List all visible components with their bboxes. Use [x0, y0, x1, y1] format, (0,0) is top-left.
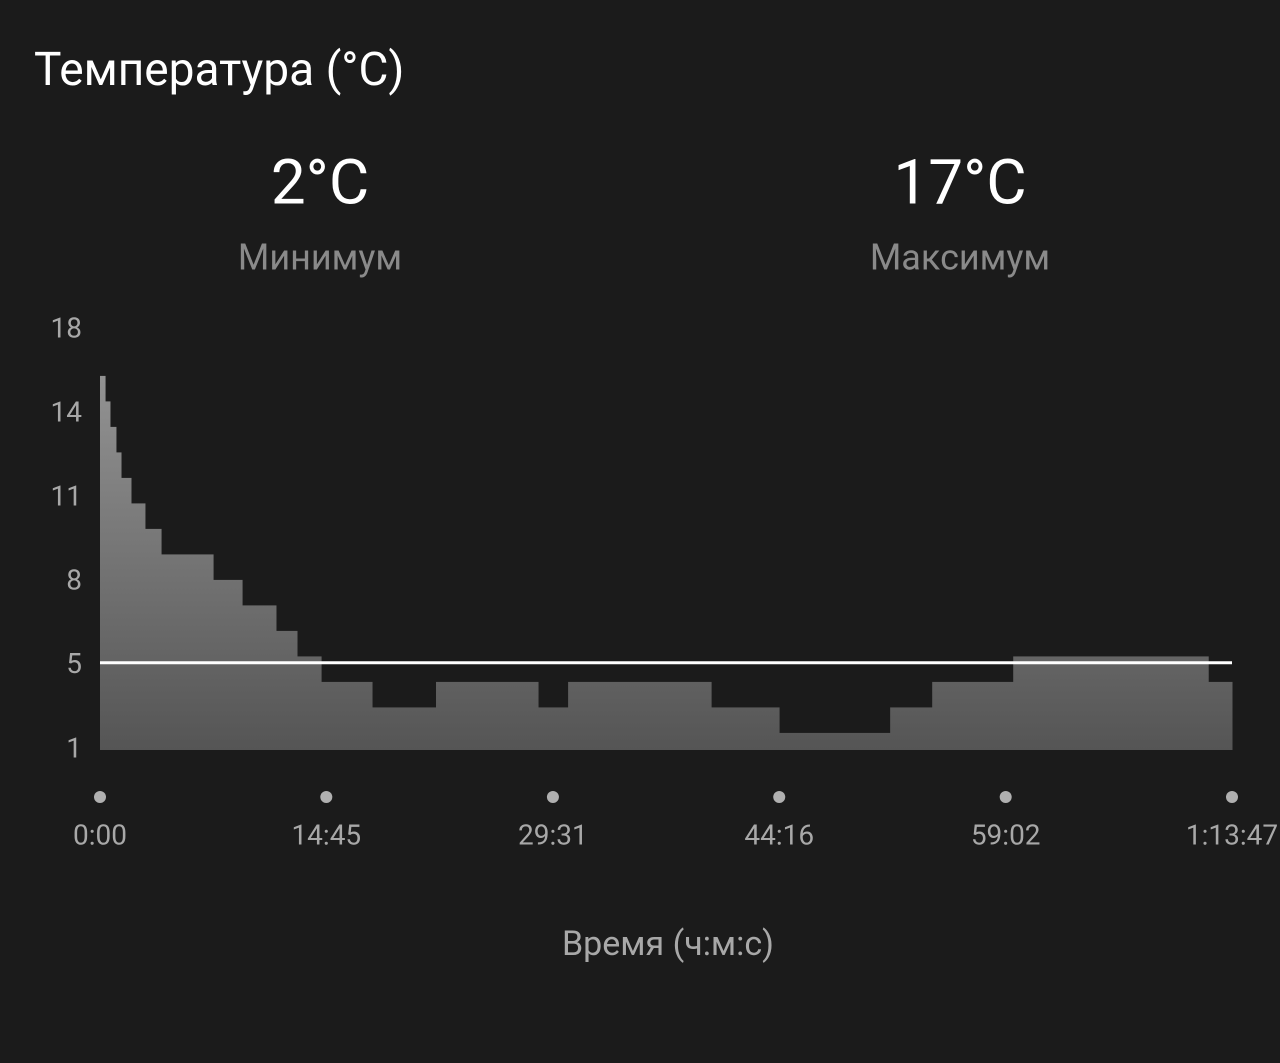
x-axis-title: Время (ч:м:с): [562, 924, 774, 964]
step-bar: [275, 630, 298, 750]
step-bar: [372, 707, 437, 750]
step-bar: [130, 503, 146, 750]
step-bar: [932, 681, 1014, 750]
x-tick-dot: [999, 791, 1012, 803]
y-tick-label: 14: [51, 396, 83, 429]
step-bar: [436, 681, 539, 750]
step-bar: [890, 707, 933, 750]
y-tick-label: 8: [66, 563, 82, 596]
x-tick-label: 59:02: [971, 818, 1041, 851]
step-bar: [161, 554, 214, 750]
x-tick-dot: [773, 791, 786, 803]
step-bar: [711, 707, 780, 750]
min-value: 2°C: [271, 146, 369, 219]
max-label: Максимум: [870, 237, 1050, 279]
step-bar: [105, 401, 111, 750]
step-bar: [109, 426, 117, 750]
x-tick-label: 14:45: [291, 818, 361, 851]
x-tick-label: 44:16: [744, 818, 814, 851]
step-bar: [321, 681, 373, 750]
x-tick-label: 1:13:47: [1186, 818, 1278, 851]
y-tick-label: 11: [51, 480, 82, 513]
x-tick-dot: [320, 791, 333, 803]
step-bar: [1208, 681, 1233, 750]
x-tick-label: 29:31: [518, 818, 588, 851]
max-value: 17°C: [893, 146, 1026, 219]
step-bar: [100, 375, 106, 750]
step-bar: [538, 707, 569, 750]
step-bar: [115, 452, 122, 750]
x-tick-dot: [546, 791, 559, 803]
step-bar: [779, 732, 891, 750]
y-tick-label: 18: [51, 311, 82, 344]
x-tick-label: 0:00: [73, 818, 127, 851]
step-bar: [568, 681, 712, 750]
step-bar: [297, 656, 322, 750]
x-tick-dot: [1226, 791, 1238, 803]
step-bar: [242, 605, 277, 750]
y-tick-label: 5: [66, 647, 82, 680]
y-tick-label: 1: [66, 731, 82, 764]
step-bar: [1013, 656, 1209, 750]
min-label: Минимум: [238, 237, 402, 279]
x-tick-dot: [94, 791, 106, 803]
step-bar: [213, 579, 243, 750]
step-bar: [121, 477, 132, 750]
step-bar: [144, 528, 162, 750]
title: Температура (°C): [34, 43, 404, 97]
